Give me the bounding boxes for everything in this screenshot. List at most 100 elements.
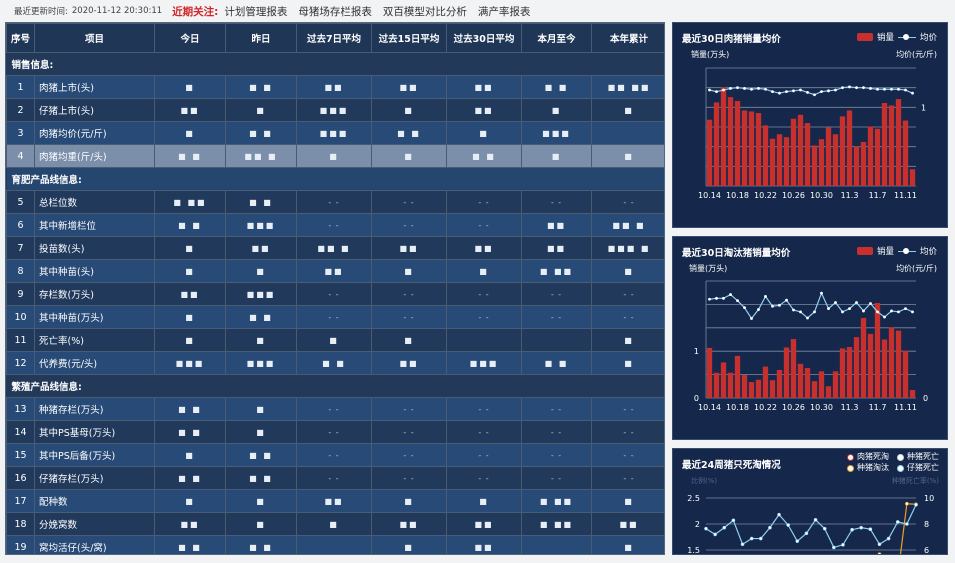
cell-value: - - (521, 305, 592, 329)
bar-sales (818, 139, 825, 186)
cell-value: ■ (591, 351, 664, 375)
bar-sales (902, 120, 909, 186)
bar-sales (790, 118, 797, 186)
row-item: 总栏位数 (34, 190, 155, 214)
table-row: 14 其中PS基母(万头) ■ ■ ■ - -- -- -- -- - (6, 420, 664, 444)
price-point (911, 310, 914, 314)
bar-sales (769, 380, 776, 398)
table-row: 4 肉猪均重(斤/头) ■ ■ ■■ ■ ■ ■ ■ ■ ■ ■ (6, 144, 664, 168)
cell-value: - - (521, 420, 592, 444)
chart-legend[interactable]: 销量 均价 (856, 31, 937, 43)
cell-value: ■ ■ (371, 121, 447, 145)
link-sow-farm-report[interactable]: 母猪场存栏报表 (298, 5, 372, 18)
legend-piglet-death[interactable]: 仔猪死亡 (897, 463, 939, 473)
bar-sales (895, 99, 902, 186)
cell-value: ■■ (296, 489, 372, 513)
chart-legend[interactable]: 肉猪死淘 种猪死亡 种猪淘汰 仔猪死亡 (847, 452, 939, 473)
bar-sales (783, 137, 790, 186)
price-point (890, 87, 893, 91)
series-point (768, 525, 772, 530)
y-tick-label: 2.5 (687, 494, 700, 503)
cell-value: ■ (591, 535, 664, 554)
cell-value: ■ (591, 259, 664, 283)
cell-value: ■ (521, 144, 592, 168)
cell-value: - - (446, 397, 522, 421)
table-row: 18 分娩窝数 ■■ ■ ■ ■■ ■■ ■ ■■ ■■ (6, 512, 664, 536)
cell-value: - - (591, 305, 664, 329)
legend-hog-mortality[interactable]: 肉猪死淘 (847, 452, 889, 462)
x-tick-label: 10.22 (754, 191, 777, 200)
bar-sales (769, 138, 776, 186)
row-number: 7 (6, 236, 35, 260)
price-point (785, 298, 788, 302)
line-legend-icon (897, 33, 916, 41)
cell-value: ■■■ (225, 213, 297, 237)
cell-value: - - (296, 305, 372, 329)
legend-breeder-death[interactable]: 种猪死亡 (897, 452, 939, 462)
bar-sales (706, 347, 713, 398)
chart-mortality: 2.5 10 2 8 1.5 6 (687, 494, 934, 554)
price-point (869, 302, 872, 305)
cell-value: ■ ■■ (521, 489, 592, 513)
cell-value: ■ (521, 98, 592, 122)
chart-panel-cull-sales: 最近30日淘汰猪销量均价 销量 均价 销量(万头) 均价(元/斤) 10.14 10… (672, 236, 948, 440)
row-item: 仔猪上市(头) (34, 98, 155, 122)
price-point (806, 316, 809, 320)
price-point (883, 315, 886, 319)
price-point (876, 310, 879, 314)
cell-value: ■■ (371, 512, 447, 536)
cell-value: ■ (591, 98, 664, 122)
cell-value: ■■ ■ (225, 144, 297, 168)
chart-legend[interactable]: 销量 均价 (856, 245, 937, 257)
y2-tick-label: 1 (921, 103, 926, 112)
cell-value: - - (591, 420, 664, 444)
cell-value: - - (591, 282, 664, 306)
price-point (715, 296, 718, 300)
bar-sales (741, 375, 748, 398)
bar-sales (909, 390, 916, 398)
chart-title: 最近24周猪只死淘情况 (682, 460, 781, 471)
row-number: 15 (6, 443, 35, 467)
cell-value: ■ ■ (154, 397, 226, 421)
bar-sales (867, 333, 874, 398)
row-item: 种猪存栏(万头) (34, 397, 155, 421)
cell-value: - - (591, 397, 664, 421)
cell-value: ■ ■ (225, 466, 297, 490)
cell-value: - - (371, 443, 447, 467)
link-full-production-report[interactable]: 满产率报表 (477, 5, 531, 18)
cell-value: ■■ (446, 75, 522, 99)
table-row: 6 其中新增栏位 ■ ■ ■■■ - -- -- - ■■ ■■ ■ (6, 213, 664, 237)
price-point (904, 88, 907, 92)
cell-value: ■■■ (225, 282, 297, 306)
table-row: 11 死亡率(%) ■ ■ ■ ■ ■ (6, 328, 664, 352)
cell-value: ■ (371, 489, 447, 513)
cell-value: - - (521, 190, 592, 214)
legend-breeder-cull[interactable]: 种猪淘汰 (847, 463, 889, 473)
section-header: 销售信息: (6, 52, 664, 76)
cell-value: ■ (296, 328, 372, 352)
cell-value: - - (296, 466, 372, 490)
row-item: 肉猪均价(元/斤) (34, 121, 155, 145)
price-point (708, 297, 711, 301)
price-point (855, 301, 858, 304)
price-point (778, 303, 781, 307)
link-plan-report[interactable]: 计划管理报表 (224, 5, 288, 18)
cell-value: - - (371, 305, 447, 329)
cell-value: ■■ (371, 236, 447, 260)
y-axis-label: 销量(万头) (691, 50, 730, 59)
cell-value: ■ ■ (225, 121, 297, 145)
cell-value: ■ (225, 98, 297, 122)
bar-sales (762, 366, 769, 398)
cell-value: ■ ■ (154, 420, 226, 444)
cell-value: ■ (154, 121, 226, 145)
price-point (841, 86, 844, 90)
bar-sales (874, 128, 881, 186)
cell-value: - - (296, 443, 372, 467)
price-point (855, 86, 858, 90)
bar-sales (713, 102, 720, 186)
price-point (750, 87, 753, 91)
link-model-compare[interactable]: 双百模型对比分析 (382, 5, 467, 18)
bar-sales (776, 369, 783, 398)
table-row: 1 肉猪上市(头) ■ ■ ■ ■■ ■■ ■■ ■ ■ ■■ ■■ (6, 75, 664, 99)
row-number: 9 (6, 282, 35, 306)
